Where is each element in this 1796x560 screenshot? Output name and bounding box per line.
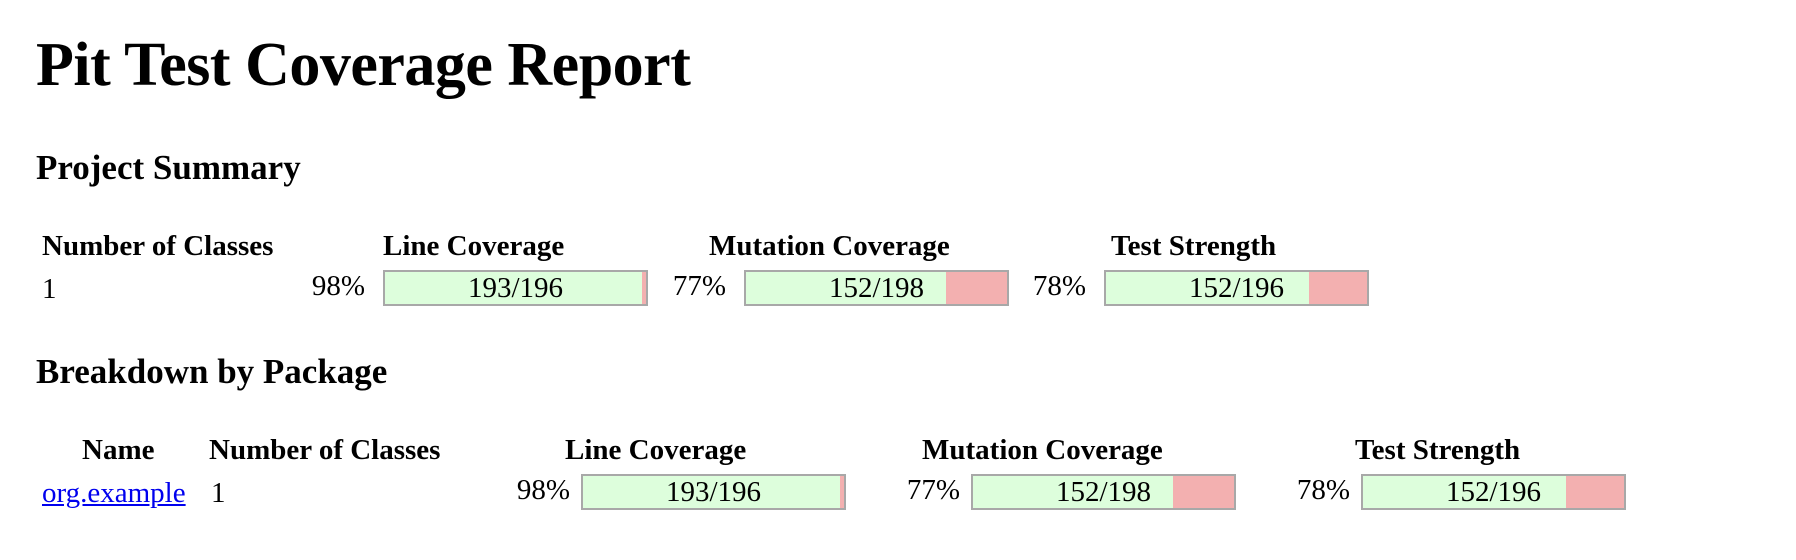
package-line-coverage-bar: 193/196 — [581, 474, 846, 510]
summary-number-of-classes: 1 — [42, 273, 57, 305]
summary-line-coverage-bar: 193/196 — [383, 270, 648, 306]
package-line-coverage-percent: 98% — [516, 474, 570, 506]
summary-line-coverage-percent: 98% — [311, 270, 365, 302]
header-test-strength: Test Strength — [1355, 434, 1521, 466]
summary-mutation-coverage-bar: 152/198 — [744, 270, 1009, 306]
project-summary-heading: Project Summary — [36, 148, 301, 187]
package-mutation-coverage-ratio: 152/198 — [1055, 476, 1152, 508]
header-test-strength: Test Strength — [1111, 230, 1277, 262]
summary-test-strength-bar: 152/196 — [1104, 270, 1369, 306]
package-mutation-coverage-bar: 152/198 — [971, 474, 1236, 510]
header-number-of-classes: Number of Classes — [42, 230, 274, 262]
package-number-of-classes: 1 — [211, 477, 226, 509]
breakdown-heading: Breakdown by Package — [36, 352, 388, 391]
package-link-org-example[interactable]: org.example — [42, 477, 186, 509]
package-test-strength-bar-fill — [1363, 476, 1566, 508]
summary-mutation-coverage-percent: 77% — [672, 270, 726, 302]
header-mutation-coverage: Mutation Coverage — [709, 230, 950, 262]
package-line-coverage-bar-fill — [583, 476, 841, 508]
header-line-coverage: Line Coverage — [565, 434, 747, 466]
summary-line-coverage-ratio: 193/196 — [467, 272, 564, 304]
header-mutation-coverage: Mutation Coverage — [922, 434, 1163, 466]
package-test-strength-bar: 152/196 — [1361, 474, 1626, 510]
header-name: Name — [82, 434, 155, 466]
summary-test-strength-bar-fill — [1106, 272, 1309, 304]
summary-mutation-coverage-bar-fill — [746, 272, 947, 304]
header-line-coverage: Line Coverage — [383, 230, 565, 262]
package-line-coverage-ratio: 193/196 — [665, 476, 762, 508]
package-test-strength-percent: 78% — [1296, 474, 1350, 506]
package-test-strength-ratio: 152/196 — [1445, 476, 1542, 508]
summary-mutation-coverage-ratio: 152/198 — [828, 272, 925, 304]
header-number-of-classes: Number of Classes — [209, 434, 441, 466]
package-mutation-coverage-bar-fill — [973, 476, 1174, 508]
summary-test-strength-ratio: 152/196 — [1188, 272, 1285, 304]
summary-test-strength-percent: 78% — [1032, 270, 1086, 302]
summary-line-coverage-bar-fill — [385, 272, 643, 304]
package-mutation-coverage-percent: 77% — [906, 474, 960, 506]
page-title: Pit Test Coverage Report — [36, 31, 691, 99]
